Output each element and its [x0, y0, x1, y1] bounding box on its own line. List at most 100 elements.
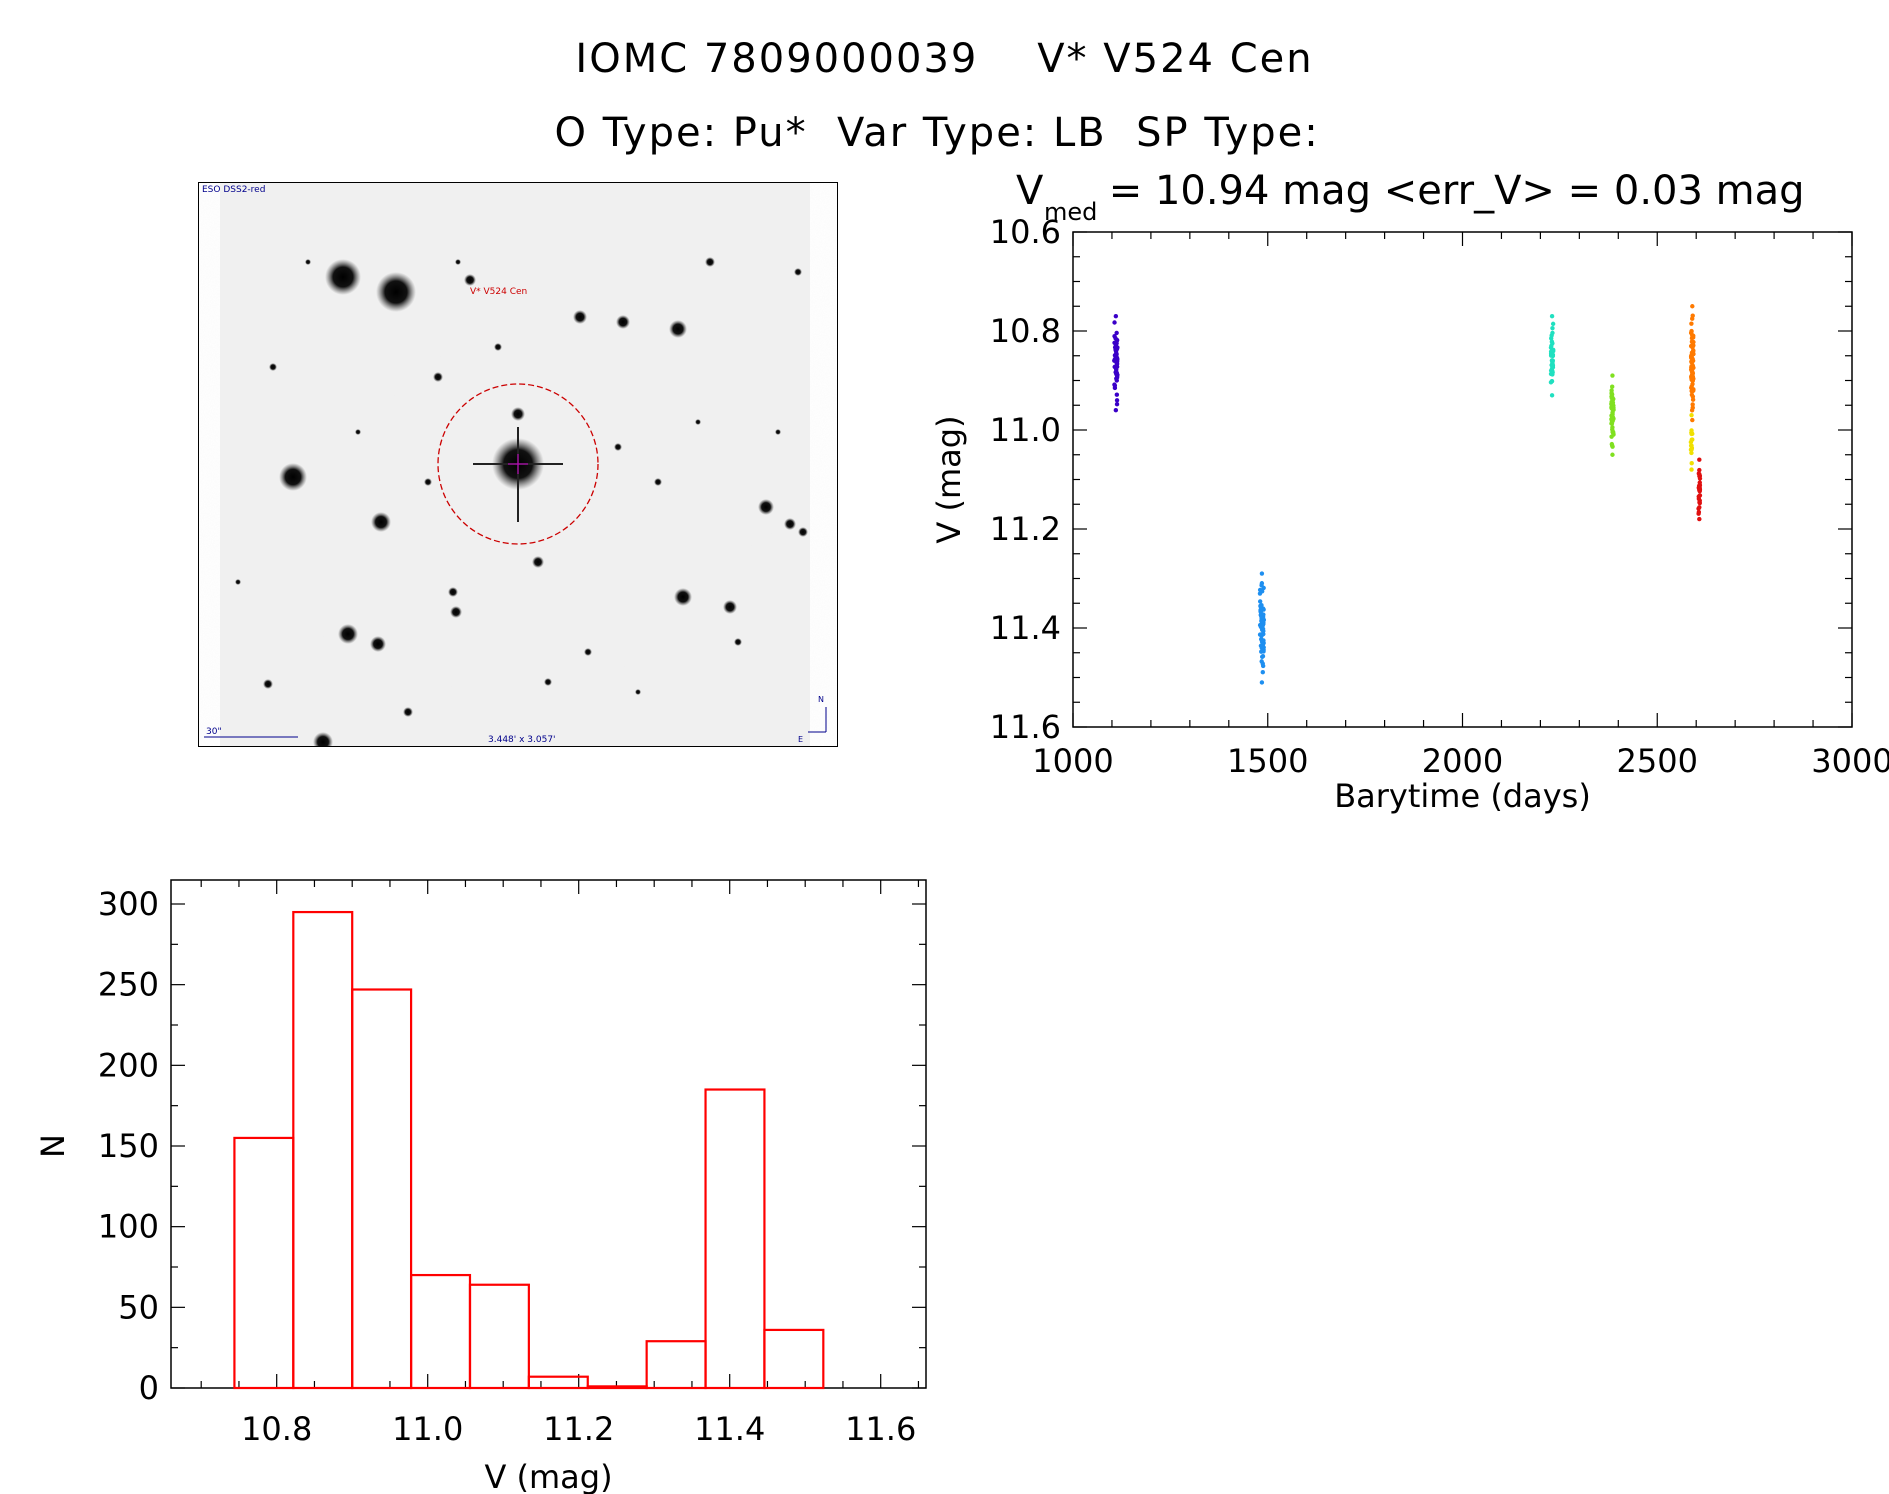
hist-xtick-label: 11.4 [694, 1410, 765, 1448]
hist-bar [527, 1375, 589, 1390]
finder-fov-label: 3.448' x 3.057' [488, 735, 556, 745]
compass-east-label: E [798, 735, 803, 744]
lc-point-season3 [1549, 352, 1554, 357]
lc-title-prefix: V [1016, 170, 1044, 214]
lc-point-season5 [1690, 402, 1695, 407]
lc-point-season2 [1259, 589, 1265, 594]
lc-point-season5 [1690, 397, 1696, 402]
lc-point-season7 [1697, 467, 1702, 473]
lc-point-season5 [1689, 369, 1695, 374]
lc-point-season4 [1610, 444, 1615, 449]
lc-point-season6 [1689, 447, 1694, 452]
finder-survey-label: ESO DSS2-red [202, 185, 265, 195]
lc-title-sub: med [1044, 198, 1097, 226]
lc-point-season5 [1691, 348, 1696, 353]
lc-point-season6 [1689, 450, 1694, 456]
lc-point-season5 [1690, 358, 1696, 363]
lc-point-season5 [1689, 335, 1695, 341]
star-32 [734, 638, 742, 646]
lc-point-season1 [1114, 398, 1120, 403]
lc-point-season3 [1550, 363, 1556, 368]
star-19 [313, 732, 333, 747]
hist-ytick-label: 0 [139, 1369, 159, 1407]
hist-ytick-label: 250 [98, 966, 159, 1004]
lc-point-season3 [1549, 339, 1555, 344]
lc-point-season6 [1689, 412, 1694, 418]
lc-point-season4 [1609, 388, 1614, 393]
star-26 [695, 419, 701, 425]
lc-point-season2 [1259, 571, 1265, 576]
star-30 [448, 587, 458, 597]
lc-point-season1 [1112, 320, 1117, 325]
star-27 [269, 363, 277, 371]
lc-point-season5 [1691, 365, 1696, 370]
lc-point-season1 [1113, 408, 1119, 413]
hist-xtick-label: 11.2 [543, 1410, 614, 1448]
star-41 [235, 579, 241, 585]
lc-point-season1 [1114, 330, 1119, 336]
hist-bar [586, 1385, 648, 1390]
lc-point-season5 [1689, 374, 1695, 379]
lc-point-season1 [1113, 364, 1119, 370]
lc-point-season5 [1689, 408, 1695, 413]
lc-point-season4 [1610, 384, 1615, 389]
hist-bar [468, 1283, 530, 1390]
lc-ylabel: V (mag) [930, 415, 968, 543]
lc-point-season3 [1551, 347, 1556, 353]
finder-frame [198, 182, 838, 747]
lc-point-season5 [1690, 417, 1695, 423]
lc-point-season1 [1112, 357, 1118, 362]
star-37 [544, 678, 552, 686]
lc-point-season2 [1261, 628, 1266, 634]
hist-axes: 10.8 11.0 11.2 11.4 11.6 0 50 100 150 200 250 300 [98, 879, 927, 1448]
star-17 [532, 556, 544, 568]
star-23 [494, 343, 502, 351]
lc-title-rest: = 10.94 mag <err_V> = 0.03 mag [1096, 170, 1805, 214]
lc-point-season1 [1112, 382, 1117, 387]
lc-point-season4 [1610, 373, 1615, 378]
lc-point-season4 [1610, 417, 1615, 422]
hist-bar [409, 1273, 472, 1390]
lc-point-season2 [1260, 654, 1265, 659]
lc-point-season2 [1259, 612, 1265, 617]
lc-point-season6 [1689, 461, 1694, 466]
lc-ytick-label: 10.6 [990, 213, 1061, 251]
lc-point-season1 [1114, 378, 1120, 383]
lc-xtick-label: 1000 [1032, 742, 1113, 780]
hist-bar [704, 1088, 766, 1390]
lc-ytick-label: 11.0 [990, 411, 1061, 449]
lc-point-season1 [1114, 401, 1120, 407]
lc-point-season3 [1550, 321, 1556, 327]
lc-point-season1 [1113, 313, 1119, 319]
lc-point-season4 [1609, 421, 1615, 426]
lc-point-season2 [1261, 585, 1266, 591]
hist-xtick-label: 10.8 [241, 1410, 312, 1448]
lc-point-season7 [1696, 485, 1702, 490]
lc-point-season7 [1696, 511, 1701, 516]
lc-point-season4 [1609, 391, 1614, 397]
lc-xtick-label: 1500 [1227, 742, 1308, 780]
lc-point-season5 [1688, 343, 1694, 349]
star-29 [403, 707, 413, 717]
lc-point-season5 [1690, 316, 1695, 321]
lc-point-season2 [1258, 604, 1263, 609]
lc-point-season5 [1689, 355, 1694, 360]
star-1 [325, 259, 361, 295]
lc-point-season4 [1611, 405, 1616, 411]
hist-ytick-label: 200 [98, 1046, 159, 1084]
lc-point-season2 [1259, 632, 1264, 637]
lc-point-season6 [1689, 430, 1694, 435]
lc-point-season7 [1697, 516, 1702, 522]
hist-plot-frame [170, 879, 927, 1389]
star-40 [355, 429, 361, 435]
hist-bar [351, 988, 413, 1390]
lc-point-season5 [1691, 351, 1696, 357]
lc-ytick-label: 10.8 [990, 312, 1061, 350]
star-7 [279, 463, 307, 491]
lc-point-season7 [1696, 506, 1701, 511]
lc-point-season5 [1691, 339, 1696, 345]
hist-bar [292, 910, 354, 1390]
lc-point-season4 [1610, 400, 1615, 406]
lc-point-season1 [1113, 343, 1119, 348]
lc-point-season2 [1258, 637, 1264, 642]
